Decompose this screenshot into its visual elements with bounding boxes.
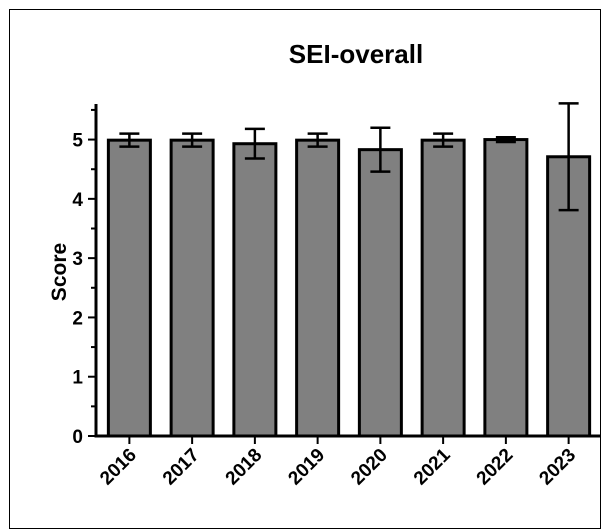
y-tick-label: 5 [72,131,83,152]
y-tick-label: 0 [72,427,83,448]
bar-2016 [106,138,152,438]
x-tick-label-2023: 2023 [535,445,580,490]
x-tick-label-2016: 2016 [96,445,141,490]
y-tick-label: 2 [72,308,83,329]
y-tick-label: 4 [72,190,83,211]
bar-2018 [232,142,278,438]
x-tick-label-2018: 2018 [222,445,267,490]
bar-2017 [169,138,215,438]
y-tick-label: 3 [72,249,83,270]
x-tick-label-2022: 2022 [473,445,518,490]
plot-area: 0 1 2 3 4 5 2016 2017 2018 2019 2020 2021 2022 2023 [72,102,600,490]
bar-2019 [295,138,341,438]
x-tick-label-2021: 2021 [410,444,455,489]
bar-2021 [420,138,466,438]
y-tick-label: 1 [72,368,83,389]
x-tick-label-2017: 2017 [159,445,204,490]
x-tick-label-2020: 2020 [347,445,392,490]
bar-2022 [483,138,529,438]
x-tick-label-2019: 2019 [284,445,329,490]
chart-title: SEI-overall [289,39,423,69]
y-axis-label: Score [48,243,71,301]
bar-2020 [357,148,403,438]
